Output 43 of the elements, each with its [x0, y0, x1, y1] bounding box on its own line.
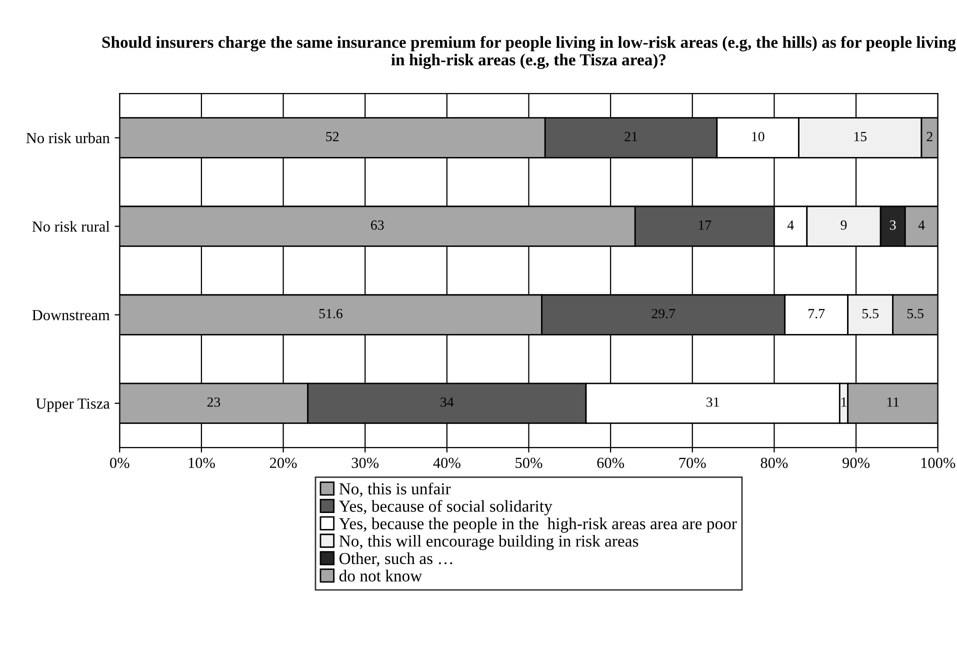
x-tick-label: 40% [433, 458, 460, 468]
data-label: 63 [371, 220, 384, 230]
x-tick-label: 20% [270, 458, 297, 468]
data-label: 5.5 [907, 309, 924, 318]
y-tick-label: No risk urban [26, 132, 110, 144]
data-label: 1 [842, 397, 846, 407]
x-tick-label: 80% [760, 458, 788, 468]
data-label: 2 [926, 132, 932, 142]
data-label: 7.7 [808, 309, 825, 318]
y-tick-label: Downstream [32, 310, 110, 320]
data-label: 10 [752, 132, 764, 142]
x-tick-label: 90% [842, 458, 870, 468]
data-label: 52 [326, 132, 339, 142]
data-label: 9 [840, 220, 847, 230]
data-label: 4 [787, 220, 794, 230]
x-tick-label: 100% [921, 458, 956, 468]
x-tick-label: 60% [597, 458, 624, 468]
x-tick-label: 10% [188, 458, 215, 468]
x-tick-label: 50% [516, 458, 542, 468]
legend-label: Yes, because the people in the high-risk areas area are poor [339, 518, 737, 533]
y-tick-label: Upper Tisza [36, 398, 110, 412]
x-tick-label: 0% [110, 458, 130, 468]
data-label: 4 [918, 220, 925, 230]
data-label: 31 [706, 397, 719, 407]
y-tick-label: No risk rural [32, 220, 110, 232]
legend-label: Other, such as … [340, 552, 452, 567]
data-label: 29.7 [652, 308, 676, 318]
legend-label: Yes, because of social solidarity [339, 500, 552, 516]
data-label: 23 [207, 397, 220, 407]
data-label: 21 [624, 132, 638, 142]
data-label: 34 [440, 397, 454, 407]
data-label: 17 [698, 220, 712, 230]
data-label: 5.5 [862, 309, 878, 318]
legend-label: do not know [339, 570, 422, 582]
x-tick-label: 30% [352, 458, 379, 468]
data-label: 15 [854, 132, 867, 142]
data-label: 51.6 [319, 308, 342, 318]
data-label: 3 [890, 220, 896, 230]
data-label: 11 [887, 397, 899, 407]
legend-label: No, this will encourage building in risk areas [339, 534, 638, 550]
chart-title: Should insurers charge the same insurance premium for people living in low-risk areas (e.g, the hills) as for people living in high-risk areas (e.g, the Tisza area)? [102, 36, 956, 69]
x-tick-label: 70% [679, 458, 706, 468]
legend-label: No, this is unfair [339, 482, 451, 497]
